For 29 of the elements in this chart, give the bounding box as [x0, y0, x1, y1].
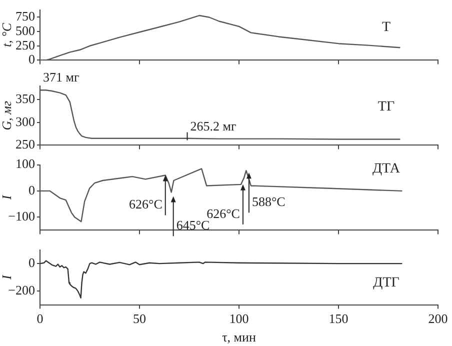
- y-tick-label: 0: [28, 182, 35, 198]
- series-label: T: [382, 20, 391, 36]
- annotation: 371 мг: [43, 70, 80, 85]
- annotation: 265.2 мг: [190, 118, 236, 134]
- y-tick-label: 100: [16, 156, 35, 172]
- y-tick-label: 500: [16, 22, 35, 38]
- y-tick-label: 300: [16, 114, 35, 129]
- x-axis-title: τ, мин: [222, 330, 256, 345]
- series-label: ДТГ: [373, 275, 400, 290]
- y-axis-title: G, мг: [0, 100, 14, 130]
- y-tick-label: 350: [16, 91, 35, 106]
- y-axis-title: t, °C: [0, 22, 14, 47]
- series-label: ТГ: [378, 99, 395, 114]
- y-tick-label: 250: [16, 37, 35, 52]
- y-axis-title: I: [0, 194, 14, 201]
- y-tick-label: −200: [8, 282, 35, 298]
- series-label: ДТА: [372, 161, 401, 176]
- y-axis-title: I: [0, 274, 14, 280]
- x-tick-label: 150: [328, 311, 348, 326]
- annotation: 626°C: [128, 196, 162, 212]
- y-tick-label: 250: [16, 136, 35, 152]
- y-tick-label: 0: [28, 52, 35, 67]
- x-tick-label: 200: [428, 311, 448, 326]
- x-tick-label: 50: [133, 311, 146, 326]
- y-tick-label: 750: [16, 8, 35, 24]
- y-tick-label: 0: [28, 254, 35, 270]
- y-tick-label: −100: [8, 208, 35, 224]
- annotation: 588°C: [252, 194, 286, 210]
- x-tick-label: 100: [229, 311, 249, 326]
